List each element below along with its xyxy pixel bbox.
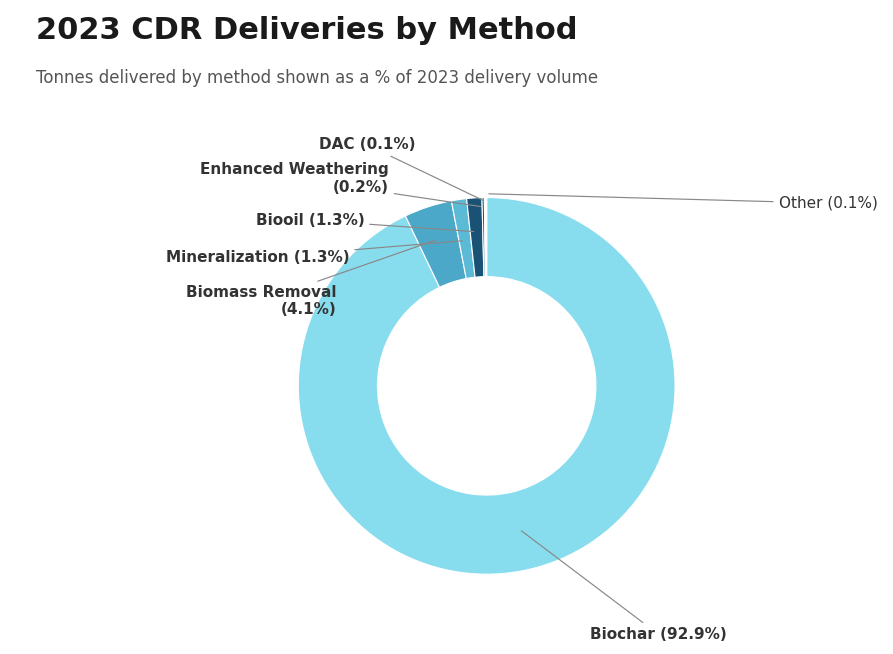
Wedge shape [482,198,485,277]
Wedge shape [298,198,675,574]
Text: Tonnes delivered by method shown as a % of 2023 delivery volume: Tonnes delivered by method shown as a % … [36,69,597,87]
Wedge shape [405,201,466,287]
Wedge shape [486,198,487,277]
Wedge shape [484,198,486,277]
Text: 2023 CDR Deliveries by Method: 2023 CDR Deliveries by Method [36,16,577,45]
Text: Biooil (1.3%): Biooil (1.3%) [255,213,473,232]
Text: Biomass Removal
(4.1%): Biomass Removal (4.1%) [186,240,436,317]
Text: Enhanced Weathering
(0.2%): Enhanced Weathering (0.2%) [200,162,480,207]
Text: Other (0.1%): Other (0.1%) [488,194,878,211]
Wedge shape [451,199,475,279]
Text: Biochar (92.9%): Biochar (92.9%) [522,531,727,642]
Text: Mineralization (1.3%): Mineralization (1.3%) [165,241,463,266]
Wedge shape [467,198,484,277]
Text: DAC (0.1%): DAC (0.1%) [319,137,482,200]
